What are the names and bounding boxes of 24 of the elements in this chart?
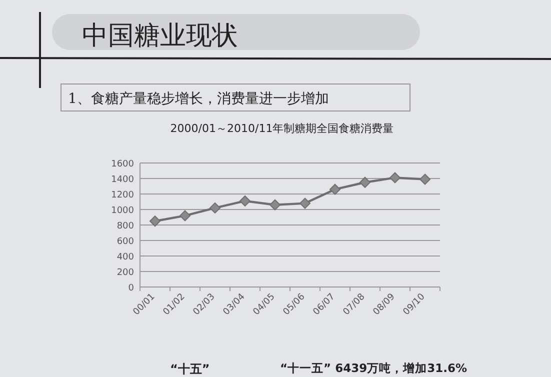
y-tick-label: 800: [116, 222, 134, 232]
point: [150, 216, 160, 227]
y-tick-label: 600: [116, 237, 134, 247]
text: 2000/01～2010/11年制糖期全国食糖消费量: [170, 122, 394, 135]
point: [390, 172, 400, 184]
text: “十一五” 6439万吨，增加31.6%: [280, 361, 468, 375]
point: [330, 184, 340, 195]
chart-title: 中国糖业现状: [82, 21, 238, 51]
y-tick-label: 1400: [111, 175, 134, 185]
text: “十五”: [170, 362, 210, 376]
chart-subtitle: 1、食糖产量稳步增长，消费量进一步增加: [68, 91, 329, 107]
y-tick-label: 400: [116, 252, 134, 262]
point: [360, 176, 370, 188]
point: [270, 199, 280, 210]
point: [180, 210, 190, 222]
y-tick-label: 1200: [111, 190, 134, 200]
y-tick-label: 1000: [111, 206, 134, 216]
point: [300, 198, 310, 209]
y-tick-label: 1600: [111, 160, 134, 170]
y-tick-label: 200: [116, 268, 134, 278]
point: [420, 174, 430, 185]
y-tick-label: 0: [128, 284, 134, 294]
point: [210, 202, 220, 214]
point: [240, 195, 250, 206]
